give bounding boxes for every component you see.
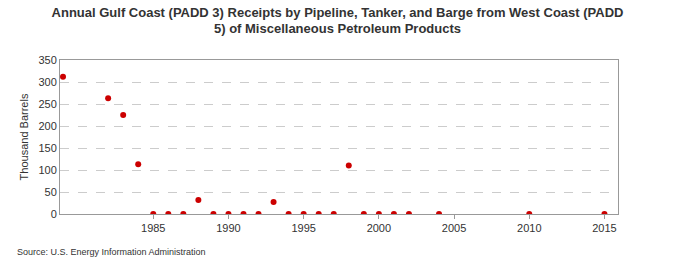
svg-text:50: 50 [45,186,57,198]
svg-text:2015: 2015 [592,222,616,234]
svg-text:2005: 2005 [442,222,466,234]
svg-text:Thousand Barrels: Thousand Barrels [18,93,30,180]
svg-text:Annual Gulf Coast (PADD 3) Rec: Annual Gulf Coast (PADD 3) Receipts by P… [52,5,624,37]
svg-text:2000: 2000 [367,222,391,234]
svg-text:300: 300 [38,76,56,88]
svg-text:1995: 1995 [291,222,315,234]
svg-text:0: 0 [51,208,57,220]
svg-text:250: 250 [38,98,56,110]
svg-text:2010: 2010 [517,222,541,234]
svg-text:350: 350 [38,54,56,66]
svg-text:100: 100 [38,164,56,176]
svg-text:150: 150 [38,142,56,154]
svg-text:1990: 1990 [216,222,240,234]
svg-text:200: 200 [38,120,56,132]
svg-text:1985: 1985 [141,222,165,234]
svg-text:Source: U.S. Energy Informatio: Source: U.S. Energy Information Administ… [17,247,206,257]
